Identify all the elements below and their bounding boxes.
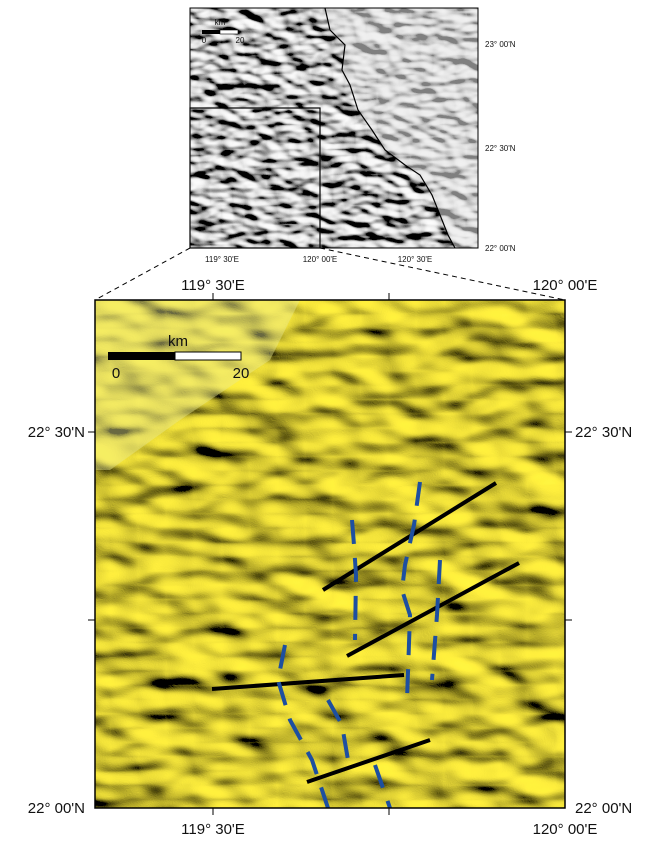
zoom-line bbox=[95, 248, 190, 300]
scale-white bbox=[175, 352, 241, 360]
inset-map: km 0 20 23° 00'N 22° 30'N 22° 00'N 119° … bbox=[190, 8, 516, 264]
inset-scale-white bbox=[220, 30, 238, 34]
inset-scale-end: 20 bbox=[236, 36, 245, 45]
scale-black bbox=[108, 352, 175, 360]
scale-unit: km bbox=[168, 333, 188, 350]
left-label: 22° 00'N bbox=[28, 800, 85, 817]
inset-lon-label: 120° 00'E bbox=[303, 255, 338, 264]
inset-scale-unit: km bbox=[215, 18, 226, 27]
inset-lon-label: 119° 30'E bbox=[205, 255, 239, 264]
figure: km 0 20 23° 00'N 22° 30'N 22° 00'N 119° … bbox=[0, 0, 661, 839]
inset-scale-start: 0 bbox=[202, 36, 207, 45]
inset-scale-black bbox=[202, 30, 220, 34]
right-label: 22° 00'N bbox=[575, 800, 632, 817]
inset-lat-label: 22° 30'N bbox=[485, 144, 516, 153]
inset-lon-label: 120° 30'E bbox=[398, 255, 433, 264]
left-label: 22° 30'N bbox=[28, 424, 85, 441]
bottom-label: 119° 30'E bbox=[181, 821, 245, 838]
zoom-line bbox=[320, 248, 565, 300]
scale-start: 0 bbox=[112, 365, 120, 382]
right-label: 22° 30'N bbox=[575, 424, 632, 441]
scale-end: 20 bbox=[233, 365, 250, 382]
main-map: km 0 20 119° 30'E 120° 00'E 22° 30'N 22°… bbox=[28, 277, 632, 838]
top-label: 120° 00'E bbox=[533, 277, 598, 294]
inset-lat-label: 23° 00'N bbox=[485, 40, 516, 49]
inset-lat-label: 22° 00'N bbox=[485, 244, 516, 253]
page: { "inset_map": { "scale_bar": {"unit": "… bbox=[0, 0, 661, 839]
top-label: 119° 30'E bbox=[181, 277, 245, 294]
bottom-label: 120° 00'E bbox=[533, 821, 598, 838]
